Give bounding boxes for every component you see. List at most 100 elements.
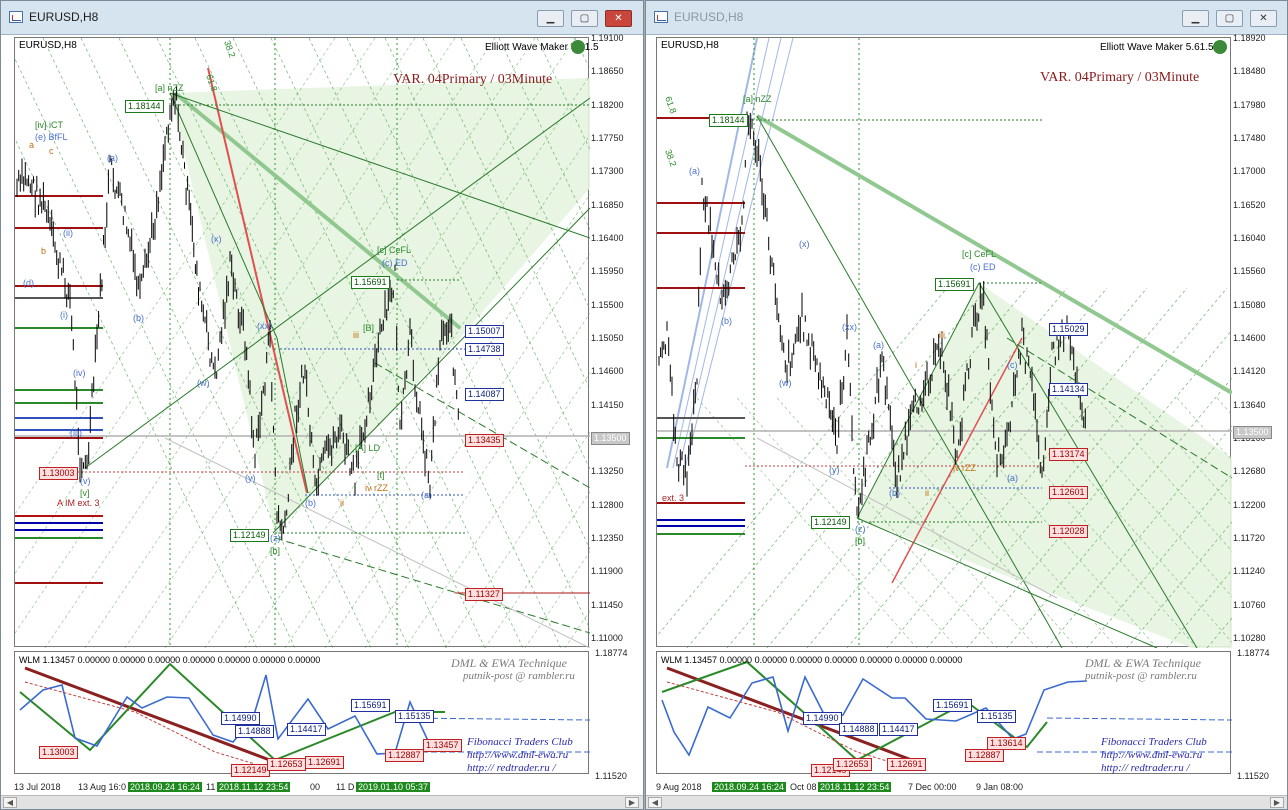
oscillator-price-label: 1.14990 <box>221 712 260 725</box>
minimize-button[interactable]: ▁ <box>1182 10 1209 27</box>
wave-label: (c) ED <box>382 258 408 268</box>
scroll-left-icon[interactable]: ◀ <box>3 797 17 808</box>
current-price-box: 1.13500 <box>1233 426 1272 439</box>
contact-email: putnik-post @ rambler.ru <box>1085 670 1197 682</box>
scroll-right-icon[interactable]: ▶ <box>1270 797 1284 808</box>
chart-window-right[interactable]: EURUSD,H8 ▁ ▢ ✕ EURUSD,H8 Elliott Wave M… <box>645 0 1288 810</box>
oscillator-price-label: 1.12653 <box>267 758 306 771</box>
fib-grid-line <box>84 38 496 648</box>
wave-label: a <box>29 140 35 150</box>
window-titlebar[interactable]: EURUSD,H8 ▁ ▢ ✕ <box>646 1 1287 35</box>
wave-line <box>169 92 278 339</box>
oscillator-header: WLM 1.13457 0.00000 0.00000 0.00000 0.00… <box>661 655 963 665</box>
fib-grid-line <box>422 38 590 391</box>
oscillator-price-label: 1.15691 <box>933 699 972 712</box>
oscillator-price-label: 1.12653 <box>833 758 872 771</box>
fib-grid-line <box>736 397 958 648</box>
site-link-2[interactable]: http:// redtrader.ru / <box>1101 762 1190 774</box>
oscillator-price-label: 1.13457 <box>423 739 462 752</box>
oscillator-subchart[interactable]: WLM 1.13457 0.00000 0.00000 0.00000 0.00… <box>14 651 591 777</box>
fib-grid-line <box>15 138 258 648</box>
chart-window-left[interactable]: EURUSD,H8 ▁ ▢ ✕ EURUSD,H8 Elliott Wave M… <box>0 0 644 810</box>
chart-window-icon <box>9 11 23 23</box>
price-level-label: 1.11327 <box>465 588 503 601</box>
wave-label: (iii) <box>70 428 82 438</box>
chart-navigation-bar: ◀ ▶ <box>646 795 1287 809</box>
time-axis[interactable]: 9 Aug 2018 2018.09.24 16:24 Oct 08 2018.11.… <box>656 777 1231 797</box>
price-chart[interactable]: EURUSD,H8 Elliott Wave Maker 5.61.5 VAR.… <box>656 37 1232 648</box>
price-level-label: 1.15691 <box>351 276 390 289</box>
maximize-button[interactable]: ▢ <box>571 10 598 27</box>
price-chart-canvas <box>657 38 1232 648</box>
club-name: Fibonacci Traders Club <box>467 736 573 748</box>
fib-grid-line <box>164 38 576 648</box>
fib-grid-line <box>1006 377 1232 648</box>
window-titlebar[interactable]: EURUSD,H8 ▁ ▢ ✕ <box>1 1 643 35</box>
fib-grid-line <box>308 38 590 630</box>
site-link-1[interactable]: http://www.dml-ewa.ru <box>1101 749 1203 761</box>
fib-grid-line <box>194 38 486 648</box>
price-tick: 1.15950 <box>591 266 624 276</box>
price-tick: 1.15500 <box>591 300 624 310</box>
price-chart[interactable]: EURUSD,H8 Elliott Wave Maker 5.61.5 VAR.… <box>14 37 599 648</box>
price-tick: 1.11240 <box>1233 566 1265 576</box>
oscillator-trend <box>24 666 276 764</box>
price-scale[interactable]: 1.19100 1.18650 1.18200 1.17750 1.17300 1.168… <box>591 33 643 781</box>
oscillator-price-label: 1.14417 <box>287 723 326 736</box>
price-series <box>16 86 459 540</box>
wave-label: iv rZZ <box>953 463 976 473</box>
price-tick: 1.14600 <box>1233 333 1266 343</box>
wave-label: (v) <box>80 476 91 486</box>
wave-label: (b) <box>889 488 900 498</box>
chart-navigation-bar: ◀ ▶ <box>1 795 643 809</box>
wave-label: [B] <box>363 323 375 333</box>
wave-label: (b) <box>721 316 732 326</box>
price-tick: 1.15050 <box>591 333 624 343</box>
indicator-name: Elliott Wave Maker 5.61.5 <box>1100 42 1214 53</box>
oscillator-price-label: 1.12887 <box>385 749 424 762</box>
maximize-button[interactable]: ▢ <box>1216 10 1243 27</box>
wave-label: iv rZZ <box>365 483 388 493</box>
oscillator-price-label: 1.13614 <box>987 737 1026 750</box>
close-button[interactable]: ✕ <box>1250 10 1277 27</box>
fib-grid-line <box>1166 569 1232 648</box>
close-button[interactable]: ✕ <box>605 10 632 27</box>
fib-grid-line <box>936 397 1158 648</box>
variant-label: VAR. 04Primary / 03Minute <box>393 72 553 87</box>
price-tick: 1.19100 <box>591 33 624 43</box>
wave-label: c <box>49 146 54 156</box>
price-scale[interactable]: 1.18920 1.18480 1.17980 1.17480 1.17000 1.165… <box>1233 33 1285 781</box>
price-tick: 1.11000 <box>591 633 623 643</box>
scroll-right-icon[interactable]: ▶ <box>625 797 639 808</box>
scroll-left-icon[interactable]: ◀ <box>648 797 662 808</box>
minimize-button[interactable]: ▁ <box>537 10 564 27</box>
oscillator-wave-blue <box>661 674 1088 757</box>
fib-grid-line <box>1086 473 1232 648</box>
channel-fill <box>857 283 1232 648</box>
sub-scale-bottom: 1.11520 <box>595 771 627 781</box>
oscillator-price-label: 1.12691 <box>887 758 926 771</box>
site-link-2[interactable]: http:// redtrader.ru / <box>467 762 556 774</box>
oscillator-price-label: 1.14888 <box>235 725 274 738</box>
price-tick: 1.16040 <box>1233 233 1266 243</box>
indicator-settings-icon[interactable] <box>1213 40 1227 54</box>
wave-label: (a) <box>421 490 432 500</box>
forecast-line <box>404 717 591 721</box>
fib-grid-line <box>80 38 372 648</box>
oscillator-subchart[interactable]: WLM 1.13457 0.00000 0.00000 0.00000 0.00… <box>656 651 1233 777</box>
fib-grid-line <box>124 38 536 648</box>
price-tick: 1.14150 <box>591 400 624 410</box>
price-level-label: 1.15007 <box>465 325 504 338</box>
indicator-settings-icon[interactable] <box>571 40 585 54</box>
site-link-1[interactable]: http://www.dml-ewa.ru <box>467 749 569 761</box>
price-tick: 1.16520 <box>1233 200 1266 210</box>
wave-label: [a] nZZ <box>743 94 772 104</box>
channel-line <box>272 207 590 534</box>
trend-line <box>755 114 1232 395</box>
current-price-box: 1.13500 <box>591 432 630 445</box>
oscillator-header: WLM 1.13457 0.00000 0.00000 0.00000 0.00… <box>19 655 321 665</box>
technique-title: DML & EWA Technique <box>451 656 567 670</box>
wave-label: (y) <box>829 465 840 475</box>
time-axis[interactable]: 13 Jul 2018 13 Aug 16:0 2018.09.24 16:24 11… <box>14 777 589 797</box>
fan-line <box>684 38 794 469</box>
